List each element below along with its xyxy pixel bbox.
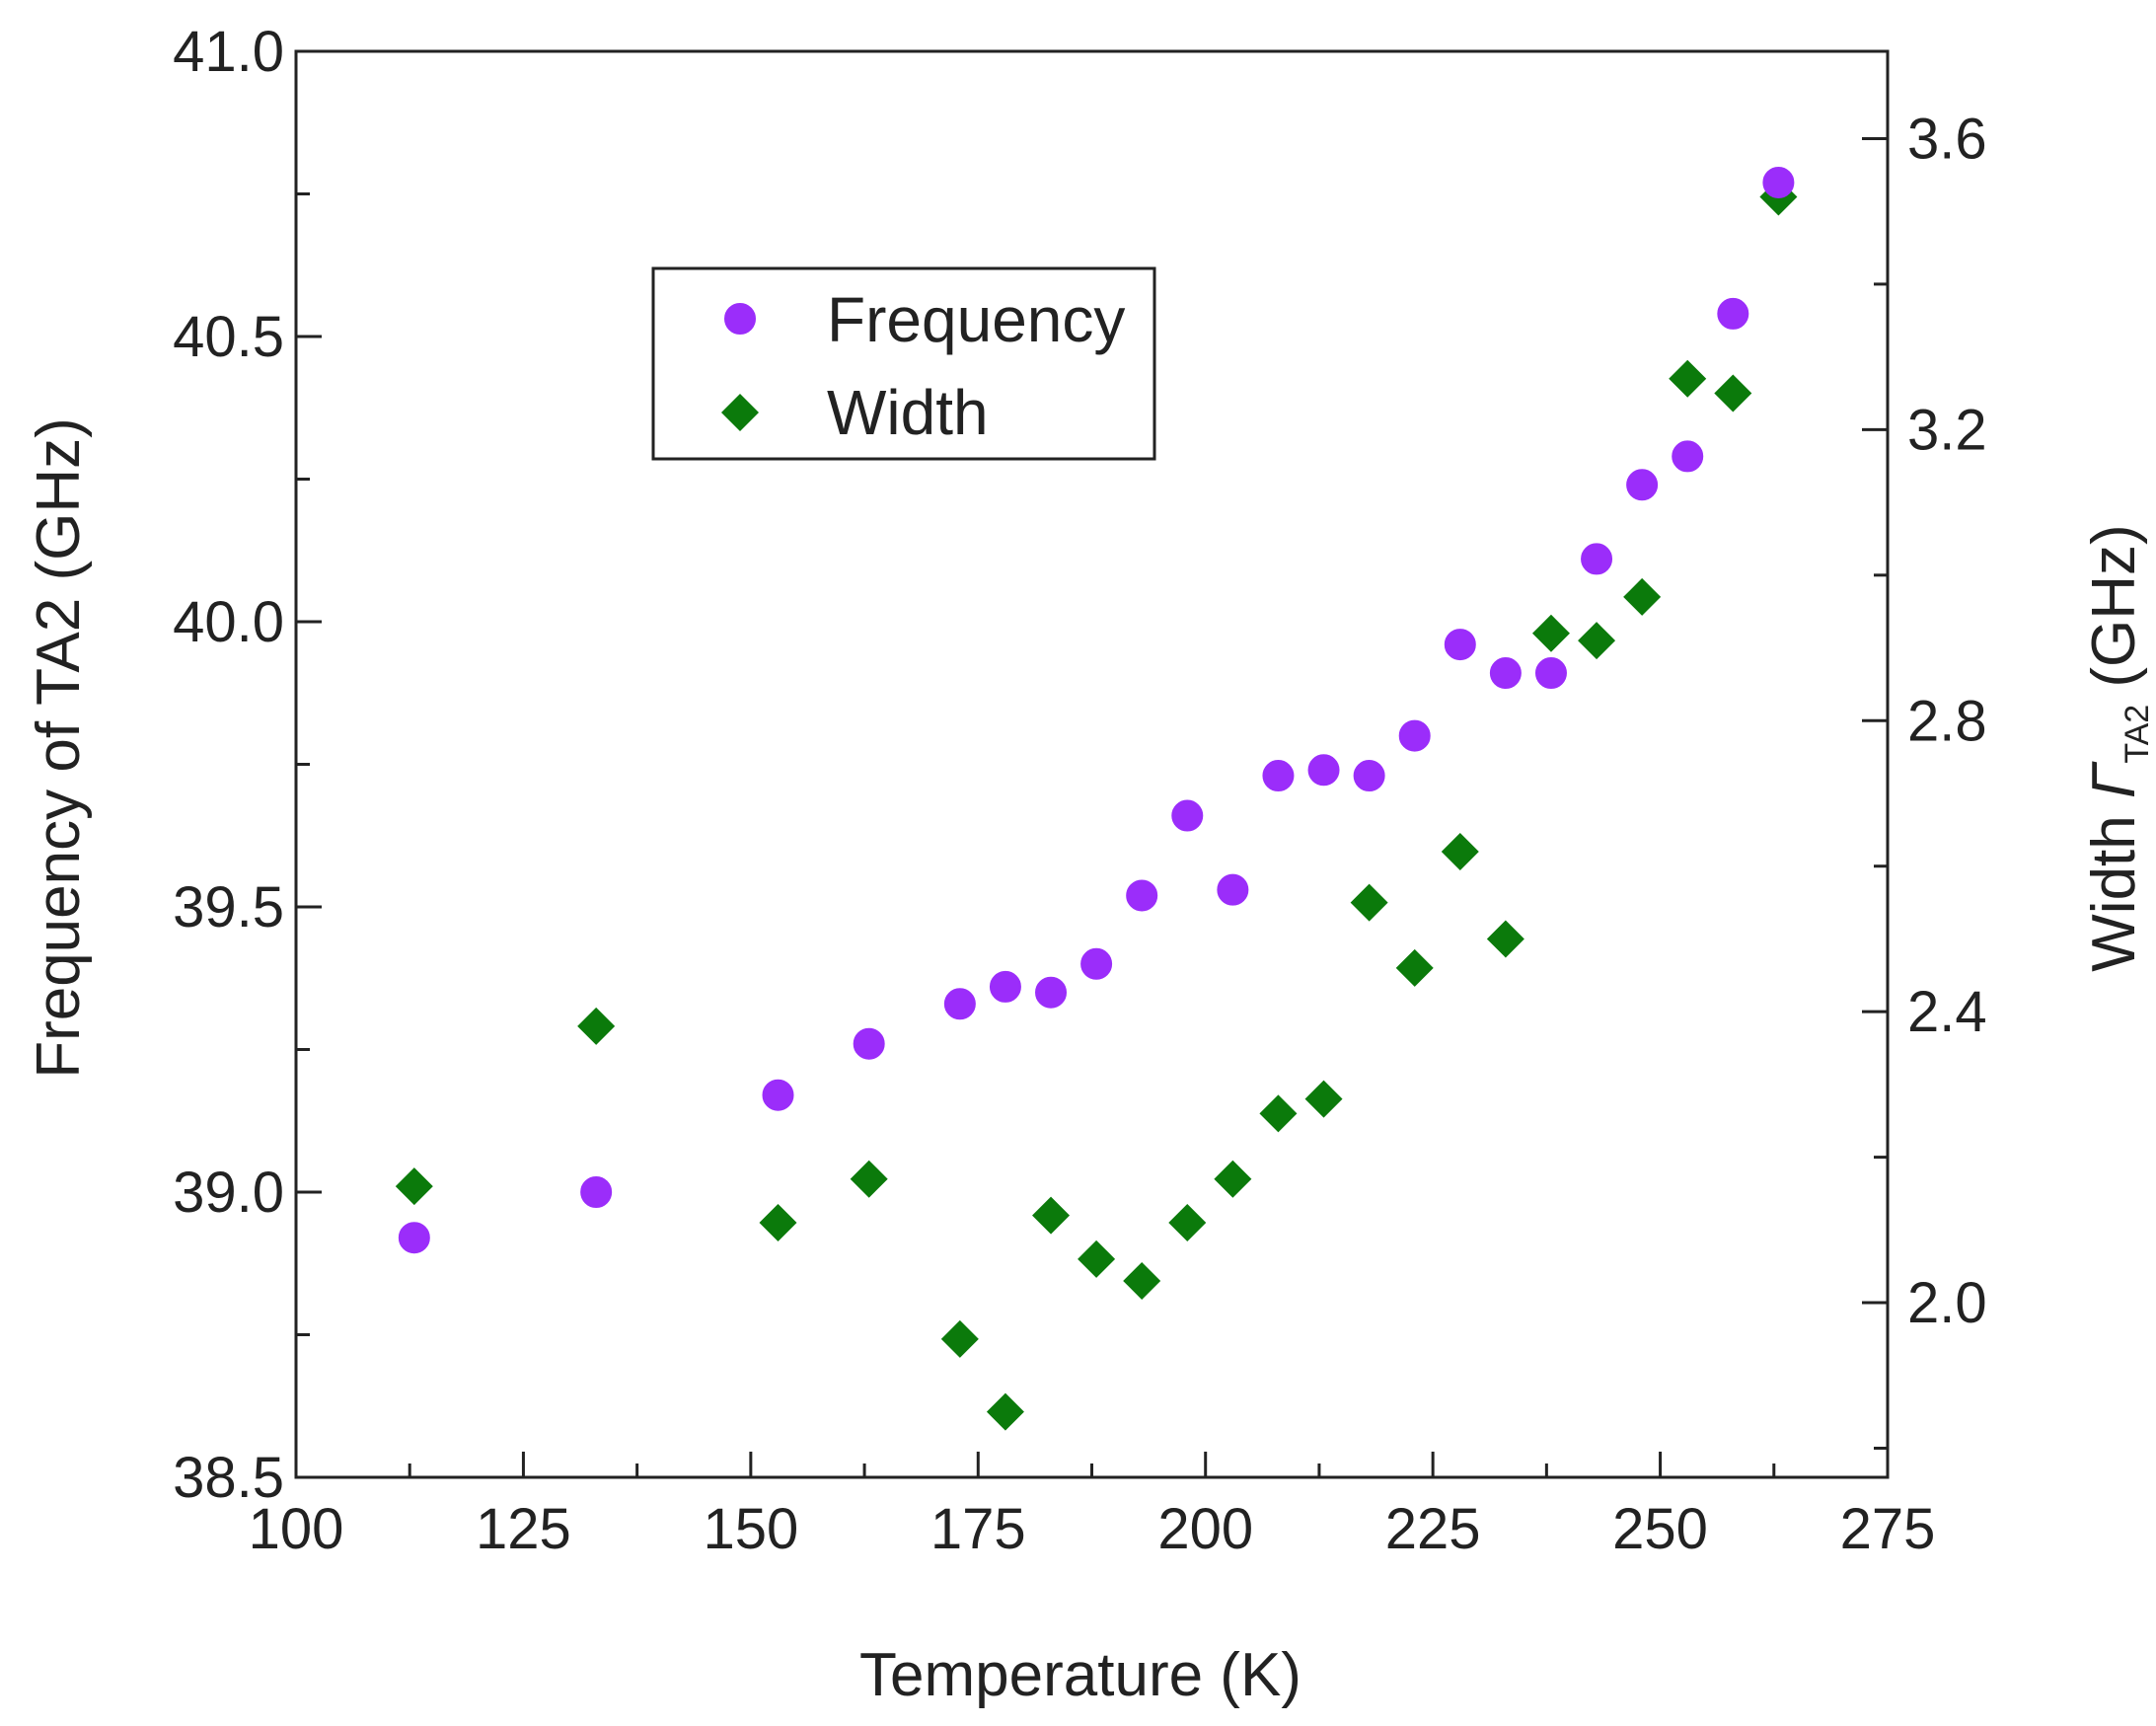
- width-point: [1032, 1196, 1071, 1235]
- width-point: [1259, 1094, 1298, 1133]
- width-point: [1078, 1239, 1116, 1278]
- frequency-point: [1581, 543, 1613, 575]
- x-tick-label: 150: [703, 1497, 798, 1561]
- width-point: [1304, 1080, 1343, 1118]
- frequency-point: [1217, 873, 1249, 906]
- frequency-point: [943, 988, 976, 1020]
- frequency-point: [1307, 754, 1340, 787]
- y-left-tick-label: 40.0: [173, 590, 284, 654]
- frequency-point: [762, 1079, 794, 1111]
- width-point: [1395, 948, 1434, 987]
- legend-label-frequency: Frequency: [827, 284, 1125, 355]
- frequency-point: [1717, 297, 1749, 330]
- width-point: [1669, 359, 1707, 398]
- frequency-point: [1126, 879, 1158, 912]
- y-right-tick-label: 3.2: [1907, 398, 1987, 462]
- width-point: [1168, 1203, 1207, 1241]
- legend: Frequency Width: [651, 266, 1156, 461]
- x-tick-label: 200: [1157, 1497, 1253, 1561]
- y-right-tick-label: 2.0: [1907, 1271, 1987, 1335]
- legend-marker-frequency: [724, 303, 756, 335]
- ticks-layer: 100 125 150 175 200 225 250 275 38.5 39.0 39.5 40.0…: [173, 20, 1987, 1561]
- frequency-point: [1080, 947, 1113, 980]
- y-right-tick-label: 2.4: [1907, 980, 1987, 1044]
- width-point: [850, 1160, 888, 1198]
- frequency-point: [398, 1222, 430, 1254]
- y-right-title-subscript: TA2: [2119, 705, 2156, 764]
- width-point: [1441, 832, 1479, 870]
- y-left-axis-title: Frequency of TA2 (GHz): [25, 417, 93, 1079]
- frequency-point: [853, 1027, 885, 1060]
- frequency-point: [989, 970, 1021, 1003]
- width-point: [577, 1007, 616, 1045]
- width-point: [940, 1319, 979, 1358]
- x-tick-label: 225: [1385, 1497, 1481, 1561]
- frequency-point: [1353, 760, 1385, 792]
- width-point: [1623, 577, 1662, 616]
- width-point: [1350, 883, 1388, 922]
- legend-marker-width: [721, 394, 759, 431]
- width-point: [1714, 374, 1752, 413]
- frequency-point: [1398, 719, 1431, 752]
- width-point: [1578, 622, 1616, 660]
- y-left-tick-label: 38.5: [173, 1446, 284, 1510]
- frequency-point: [1489, 657, 1522, 690]
- y-left-tick-label: 39.5: [173, 875, 284, 939]
- frequency-point: [1444, 629, 1476, 661]
- frequency-point: [580, 1176, 613, 1208]
- legend-label-width: Width: [827, 377, 989, 448]
- x-tick-label: 100: [249, 1497, 344, 1561]
- x-tick-label: 125: [476, 1497, 571, 1561]
- legend-circle-marker: [724, 303, 756, 335]
- frequency-point: [1035, 976, 1068, 1009]
- frequency-point: [1762, 166, 1795, 198]
- frequency-point: [1672, 440, 1704, 473]
- frequency-point: [1171, 799, 1204, 832]
- y-left-tick-label: 39.0: [173, 1161, 284, 1225]
- width-point: [1214, 1160, 1252, 1198]
- y-right-axis-title: Width ΓTA2 (GHz): [2080, 524, 2156, 971]
- y-left-tick-label: 41.0: [173, 20, 284, 84]
- width-point: [1486, 920, 1524, 958]
- y-right-title-prefix: Width: [2080, 798, 2148, 972]
- y-right-title-symbol: Γ: [2080, 761, 2148, 798]
- width-point: [1531, 614, 1570, 652]
- frequency-point: [1626, 469, 1659, 501]
- points-layer: [395, 166, 1798, 1431]
- y-left-tick-label: 40.5: [173, 305, 284, 369]
- y-right-title-suffix: (GHz): [2080, 524, 2148, 705]
- y-right-tick-label: 3.6: [1907, 107, 1987, 171]
- width-point: [1123, 1261, 1161, 1300]
- width-point: [759, 1203, 797, 1241]
- x-tick-label: 275: [1840, 1497, 1936, 1561]
- x-tick-label: 250: [1612, 1497, 1708, 1561]
- x-axis-title: Temperature (K): [859, 1641, 1301, 1709]
- frequency-point: [1262, 760, 1295, 792]
- x-tick-label: 175: [930, 1497, 1026, 1561]
- width-point: [986, 1392, 1024, 1431]
- frequency-point: [1534, 657, 1567, 690]
- y-right-tick-label: 2.8: [1907, 689, 1987, 753]
- width-point: [395, 1167, 433, 1206]
- legend-diamond-marker: [721, 394, 759, 431]
